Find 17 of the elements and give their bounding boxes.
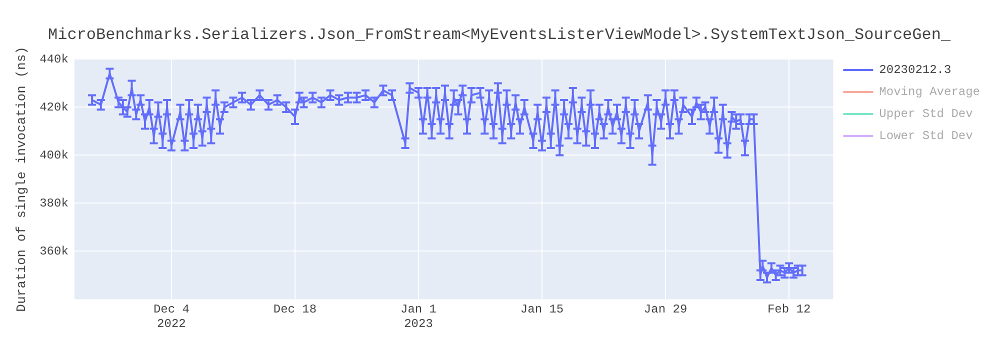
- x-tick-label: Jan 15: [520, 302, 564, 317]
- legend-label: Lower Std Dev: [879, 129, 973, 144]
- legend-label: Moving Average: [879, 85, 980, 100]
- y-tick-label: 400k: [40, 148, 68, 162]
- x-tick-label: Dec 4 2022: [153, 302, 190, 331]
- x-tick-label: Feb 12: [767, 302, 811, 317]
- legend-label: 20230212.3: [879, 63, 952, 78]
- y-tick-label: 360k: [40, 244, 68, 258]
- x-tick-label: Jan 29: [644, 302, 688, 317]
- x-tick-label: Dec 18: [273, 302, 317, 317]
- y-tick-label: 440k: [40, 52, 68, 66]
- y-tick-label: 380k: [40, 196, 68, 210]
- x-tick-label: Jan 1 2023: [400, 302, 437, 331]
- y-axis-title: Duration of single invocation (ns): [14, 46, 30, 312]
- chart-title: MicroBenchmarks.Serializers.Json_FromStream<MyEventsListerViewModel>.SystemTextJson_SourceGen_: [47, 25, 952, 46]
- legend-label: Upper Std Dev: [879, 107, 973, 122]
- y-tick-label: 420k: [40, 100, 68, 114]
